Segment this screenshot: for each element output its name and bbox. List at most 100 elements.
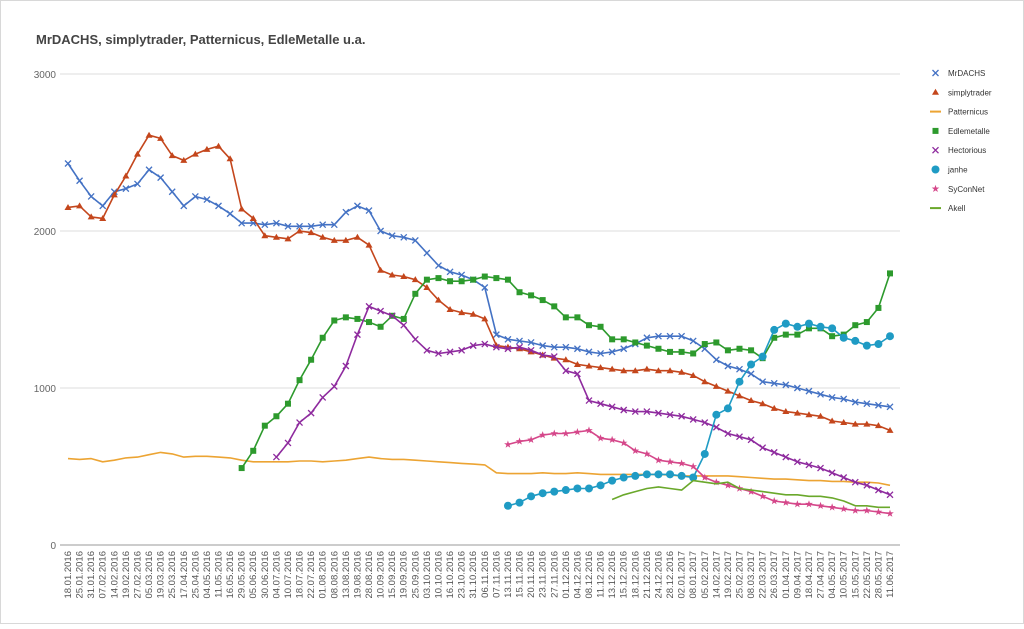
point <box>504 335 512 343</box>
x-tick-label: 19.09.2016 <box>399 551 410 599</box>
point <box>411 276 419 283</box>
x-tick-label: 28.12.2016 <box>665 551 676 599</box>
point <box>481 315 489 322</box>
point <box>296 227 304 234</box>
point <box>492 343 500 351</box>
point <box>562 356 570 363</box>
point <box>308 356 315 363</box>
point <box>516 289 523 296</box>
point <box>863 420 871 427</box>
point <box>840 395 848 403</box>
point <box>481 284 489 291</box>
point <box>122 172 130 179</box>
point <box>666 457 674 465</box>
point <box>828 393 836 401</box>
x-tick-label: 07.02.2016 <box>98 551 109 599</box>
y-tick-label: 2000 <box>34 227 57 238</box>
point <box>515 498 524 507</box>
x-tick-label: 31.10.2016 <box>468 551 479 599</box>
point <box>377 266 385 273</box>
point <box>238 465 245 472</box>
point <box>689 415 697 423</box>
point <box>377 323 384 330</box>
point <box>366 319 373 326</box>
x-tick-label: 27.02.2016 <box>132 551 143 599</box>
x-tick-label: 25.02.2017 <box>734 551 745 599</box>
point <box>284 235 292 242</box>
point <box>272 453 280 461</box>
point <box>782 498 790 506</box>
point <box>539 297 546 304</box>
x-tick-label: 03.10.2016 <box>422 551 433 599</box>
point <box>573 484 582 493</box>
point <box>585 348 593 356</box>
point <box>296 222 304 230</box>
point <box>643 334 651 342</box>
point <box>874 340 883 349</box>
x-tick-label: 18.04.2017 <box>804 551 815 599</box>
point <box>527 339 535 346</box>
x-tick-label: 19.02.2017 <box>723 551 734 599</box>
point <box>828 324 837 333</box>
point <box>319 393 327 401</box>
point <box>747 487 755 495</box>
point <box>851 336 860 345</box>
point <box>550 343 558 351</box>
point <box>99 202 107 210</box>
point <box>608 435 616 443</box>
x-tick-label: 13.11.2016 <box>503 551 514 598</box>
point <box>678 368 686 375</box>
point <box>134 180 141 188</box>
point <box>758 492 767 500</box>
point <box>862 341 871 350</box>
x-tick-label: 22.03.2017 <box>758 551 769 599</box>
point <box>573 345 581 353</box>
point <box>250 447 257 454</box>
x-tick-label: 28.08.2016 <box>364 551 375 599</box>
legend-item: Edlemetalle <box>932 127 990 136</box>
x-tick-label: 11.12.2016 <box>596 551 607 598</box>
point <box>64 203 72 210</box>
point <box>388 271 396 278</box>
point <box>759 378 767 386</box>
x-tick-label: 09.04.2017 <box>792 551 803 599</box>
point <box>771 334 778 341</box>
point <box>886 509 894 517</box>
point <box>550 487 559 496</box>
point <box>632 339 639 346</box>
point <box>770 497 778 505</box>
point <box>87 213 95 220</box>
point <box>817 412 825 419</box>
point <box>863 506 871 514</box>
point <box>261 221 269 229</box>
point <box>562 367 570 375</box>
point <box>584 484 593 493</box>
x-tick-label: 10.09.2016 <box>376 551 387 599</box>
point <box>689 462 697 470</box>
point <box>538 431 547 439</box>
point <box>689 473 698 482</box>
x-tick-label: 29.05.2016 <box>237 551 248 599</box>
point <box>874 401 882 409</box>
point <box>723 404 732 413</box>
legend-item: Patternicus <box>930 108 988 117</box>
x-tick-label: 13.12.2016 <box>607 551 618 599</box>
x-tick-label: 15.11.2016 <box>515 551 526 598</box>
x-tick-label: 27.11.2016 <box>549 551 560 598</box>
point <box>736 433 743 441</box>
point <box>435 350 442 357</box>
point <box>423 284 431 291</box>
point <box>828 469 836 477</box>
series-line <box>507 322 891 507</box>
legend-label: Patternicus <box>948 108 988 117</box>
series-line <box>507 429 891 515</box>
point <box>342 236 350 243</box>
point <box>701 473 709 481</box>
point <box>620 345 628 353</box>
point <box>875 304 882 311</box>
legend-swatch <box>932 88 939 95</box>
point <box>272 233 280 240</box>
point <box>470 276 477 283</box>
point <box>748 347 755 354</box>
